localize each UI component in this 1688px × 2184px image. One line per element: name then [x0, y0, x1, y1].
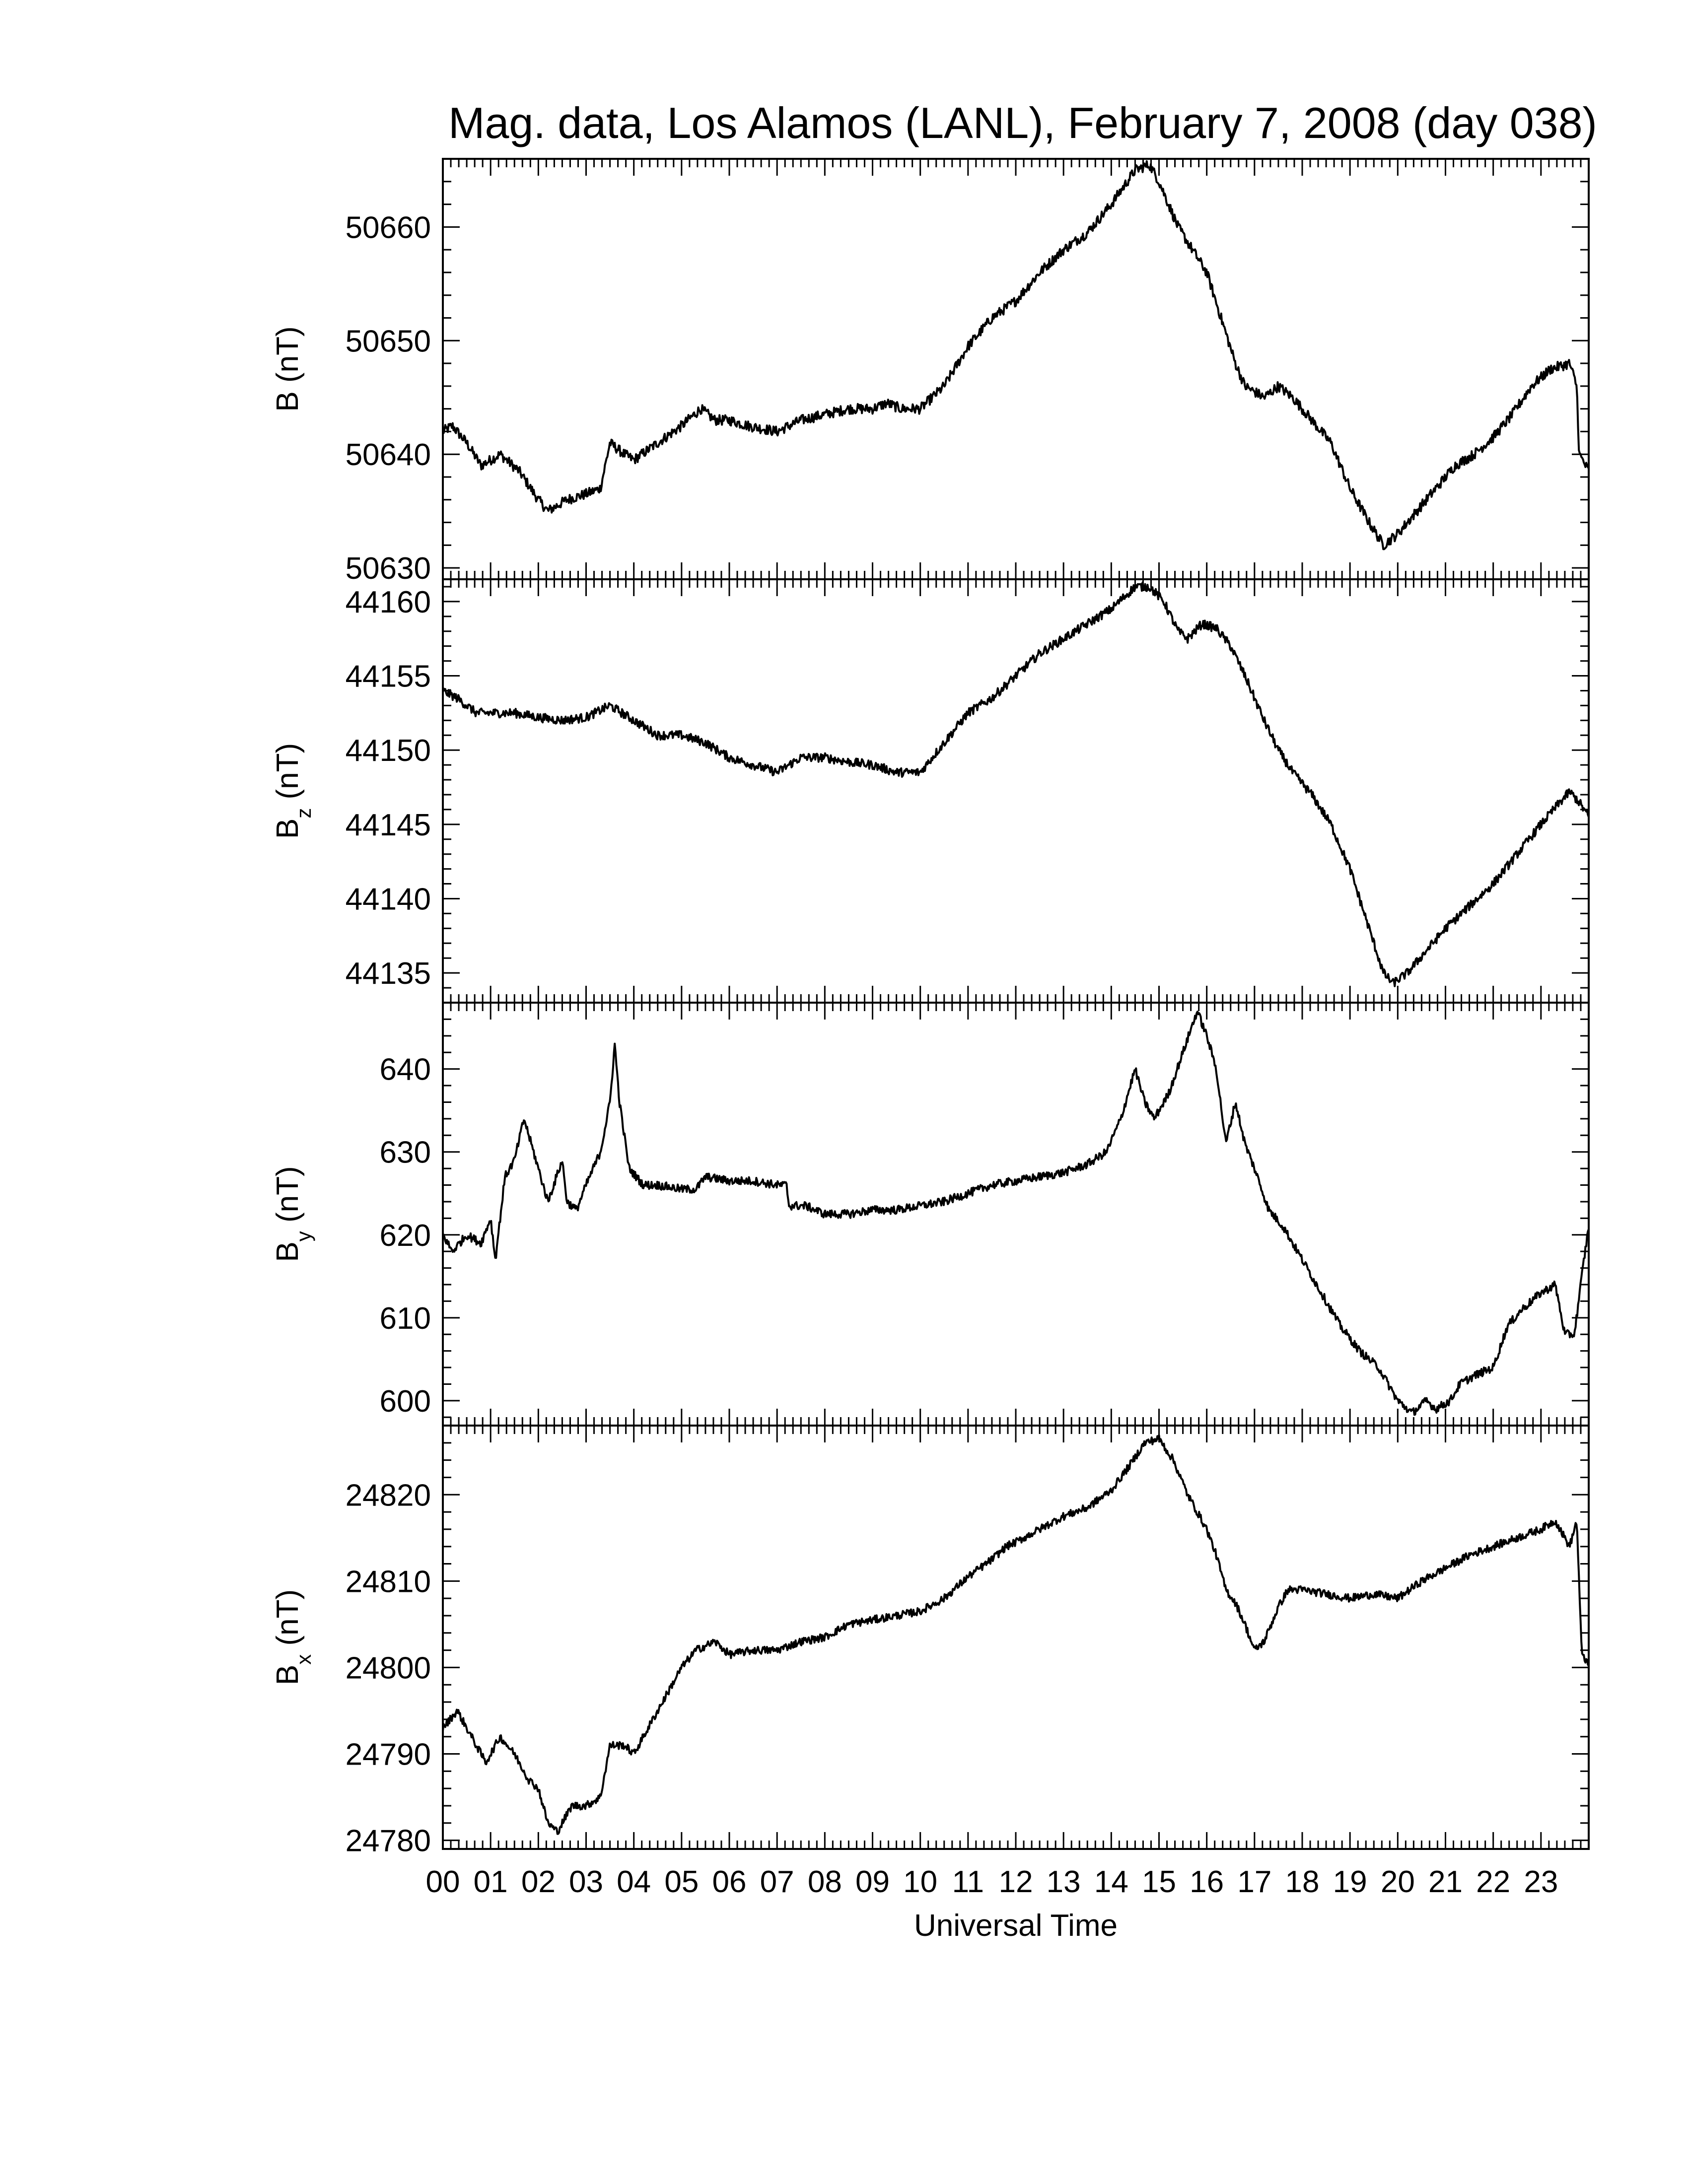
panel-frame — [442, 158, 1590, 580]
panel-Bz: 44135 44140 44145 44150 44155 44160 Bz (nT) — [271, 578, 1590, 1004]
y-axis-label-Bz: Bz (nT) — [271, 743, 315, 839]
x-tick-label: 19 — [1333, 1865, 1367, 1899]
chart-title: Mag. data, Los Alamos (LANL), February 7… — [448, 98, 1597, 147]
x-tick-label: 11 — [952, 1865, 984, 1899]
y-tick-label: 50640 — [346, 438, 431, 472]
x-tick-label: 15 — [1142, 1865, 1176, 1899]
x-tick-label: 18 — [1285, 1865, 1320, 1899]
panel-Bx: 24780 24790 24800 24810 24820 Bx (nT) — [271, 1425, 1590, 1858]
y-tick-label: 44160 — [346, 585, 431, 619]
panel-frame — [442, 1002, 1590, 1427]
x-tick-label: 23 — [1524, 1865, 1558, 1899]
y-tick-label: 24800 — [346, 1651, 431, 1685]
x-tick-label: 09 — [855, 1865, 890, 1899]
x-tick-label: 01 — [474, 1865, 508, 1899]
x-tick-label: 04 — [617, 1865, 651, 1899]
y-tick-label: 640 — [380, 1053, 431, 1087]
y-tick-label: 50650 — [346, 324, 431, 358]
x-tick-label: 21 — [1428, 1865, 1463, 1899]
x-tick-label: 05 — [664, 1865, 699, 1899]
y-tick-label: 44145 — [346, 808, 431, 842]
panels-group: 50630 50640 50650 50660 B (nT) 44135 44140 4414… — [271, 158, 1590, 1858]
y-tick-label: 24810 — [346, 1565, 431, 1599]
y-tick-label: 610 — [380, 1301, 431, 1336]
x-tick-label: 13 — [1047, 1865, 1081, 1899]
y-axis-label-By: By (nT) — [271, 1166, 315, 1262]
y-tick-label: 44150 — [346, 734, 431, 768]
x-tick-label: 06 — [712, 1865, 747, 1899]
x-tick-label: 02 — [521, 1865, 556, 1899]
x-axis-label: Universal Time — [914, 1909, 1118, 1943]
panel-By: 600 610 620 630 640 By (nT) — [271, 1002, 1590, 1427]
x-tick-label: 12 — [999, 1865, 1033, 1899]
y-tick-label: 24790 — [346, 1738, 431, 1772]
y-tick-label: 50630 — [346, 551, 431, 586]
x-tick-label: 14 — [1094, 1865, 1128, 1899]
x-tick-label: 03 — [569, 1865, 603, 1899]
series-line-Bx — [442, 1434, 1590, 1835]
y-tick-label: 24820 — [346, 1478, 431, 1512]
x-tick-label: 00 — [426, 1865, 460, 1899]
y-tick-label: 44135 — [346, 956, 431, 991]
y-tick-label: 44140 — [346, 882, 431, 916]
y-tick-label: 50660 — [346, 210, 431, 245]
y-axis-label-B: B (nT) — [271, 326, 305, 411]
x-tick-label: 07 — [760, 1865, 794, 1899]
y-tick-label: 630 — [380, 1136, 431, 1170]
x-tick-label: 20 — [1381, 1865, 1415, 1899]
y-tick-label: 24780 — [346, 1824, 431, 1858]
y-tick-label: 44155 — [346, 660, 431, 694]
y-axis-label-Bx: Bx (nT) — [271, 1589, 315, 1685]
x-tick-label: 22 — [1476, 1865, 1510, 1899]
series-line-By — [442, 1011, 1590, 1416]
series-line-Bz — [442, 581, 1590, 987]
y-tick-label: 620 — [380, 1219, 431, 1253]
series-line-B — [442, 160, 1590, 550]
y-tick-label: 600 — [380, 1384, 431, 1419]
x-tick-label: 17 — [1237, 1865, 1271, 1899]
x-tick-label: 10 — [903, 1865, 937, 1899]
panel-B: 50630 50640 50650 50660 B (nT) — [271, 158, 1590, 586]
x-tick-label: 16 — [1190, 1865, 1224, 1899]
x-tick-labels: 00 01 02 03 04 05 06 07 08 09 10 11 12 13 14 15 16 17 18 19… — [426, 1865, 1558, 1899]
x-tick-label: 08 — [808, 1865, 842, 1899]
panel-frame — [442, 1425, 1590, 1850]
panel-frame — [442, 578, 1590, 1004]
